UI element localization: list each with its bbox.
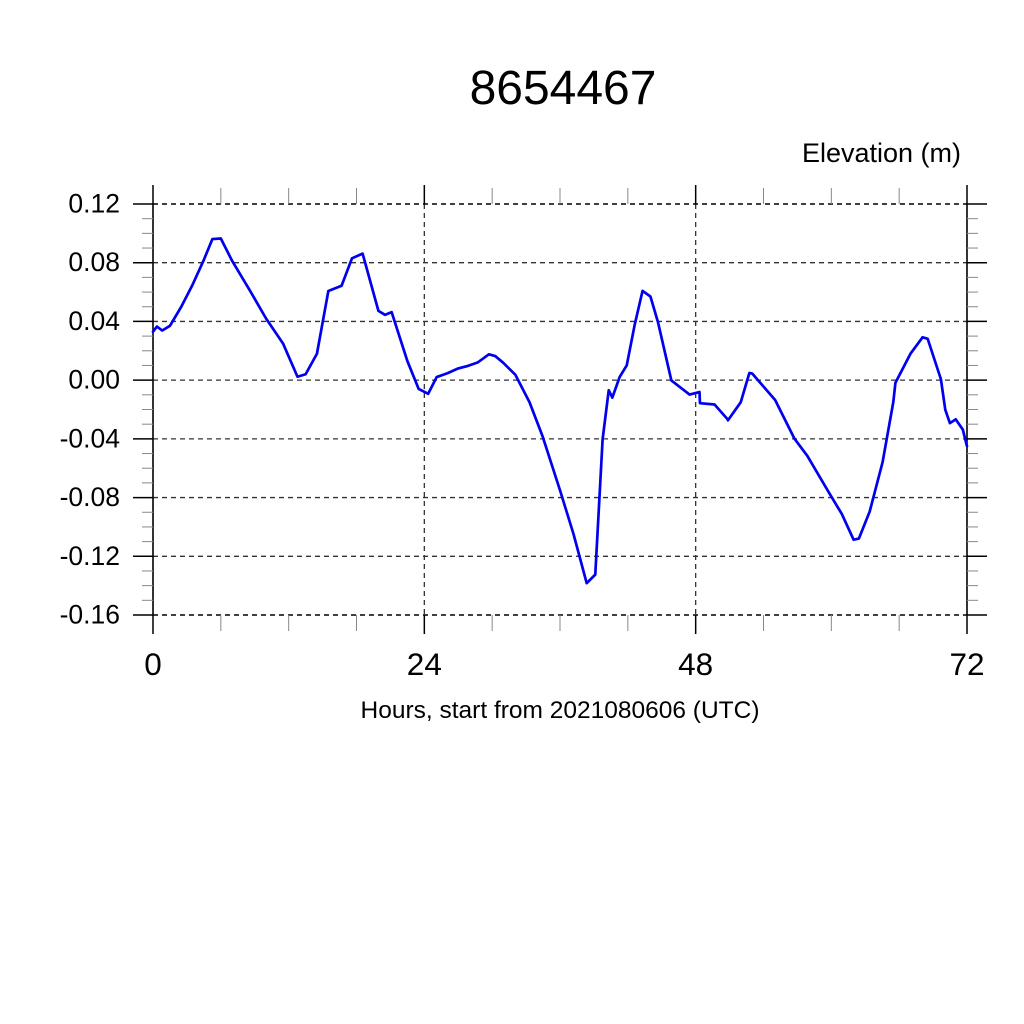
svg-text:24: 24 xyxy=(407,646,442,682)
svg-text:0.08: 0.08 xyxy=(68,247,120,277)
svg-text:0.12: 0.12 xyxy=(68,189,120,219)
svg-text:0.04: 0.04 xyxy=(68,306,120,336)
svg-text:-0.12: -0.12 xyxy=(60,541,120,571)
svg-text:72: 72 xyxy=(949,646,984,682)
svg-text:0: 0 xyxy=(144,646,162,682)
svg-text:-0.04: -0.04 xyxy=(60,423,120,453)
svg-text:-0.08: -0.08 xyxy=(60,482,120,512)
svg-text:-0.16: -0.16 xyxy=(60,600,120,630)
svg-text:0.00: 0.00 xyxy=(68,365,120,395)
svg-text:48: 48 xyxy=(678,646,713,682)
